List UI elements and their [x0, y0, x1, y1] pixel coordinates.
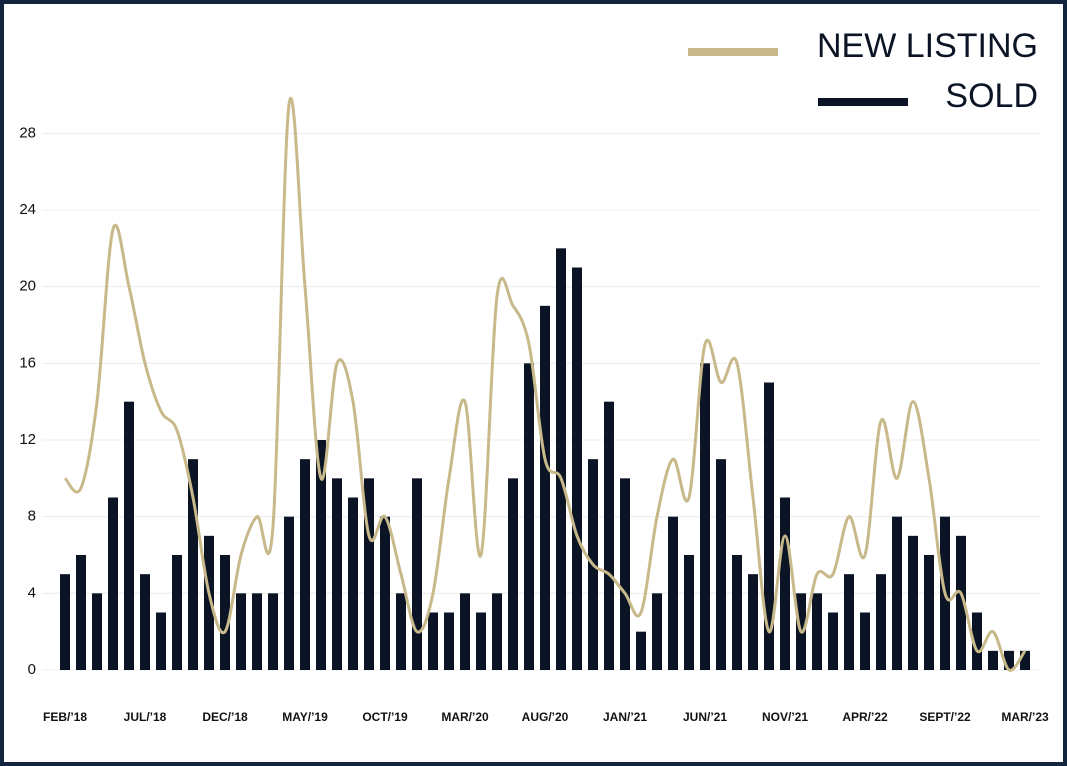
bar	[1004, 650, 1014, 670]
bar	[700, 363, 710, 670]
bar	[556, 248, 566, 671]
bar	[508, 478, 518, 670]
bar	[444, 612, 454, 670]
legend-label: NEW LISTING	[817, 27, 1038, 65]
bar	[380, 516, 390, 670]
bar	[828, 612, 838, 670]
y-tick-label: 8	[28, 508, 36, 525]
bar	[252, 593, 262, 670]
y-tick-label: 20	[19, 278, 36, 295]
x-tick-label: SEPT/’22	[919, 710, 971, 724]
bar	[172, 555, 182, 670]
bar	[732, 555, 742, 670]
bar	[876, 574, 886, 670]
bar	[364, 478, 374, 670]
bar	[140, 574, 150, 670]
bar	[236, 593, 246, 670]
bar	[76, 555, 86, 670]
bar	[956, 535, 966, 670]
bar	[812, 593, 822, 670]
bar	[524, 363, 534, 670]
y-tick-label: 12	[19, 431, 36, 448]
x-tick-label: MAY/’19	[282, 710, 328, 724]
x-tick-label: AUG/’20	[522, 710, 569, 724]
bar	[204, 535, 214, 670]
x-tick-label: APR/’22	[842, 710, 888, 724]
bar	[604, 401, 614, 670]
y-tick-label: 24	[19, 201, 36, 218]
x-tick-label: MAR/’20	[441, 710, 489, 724]
bar	[188, 459, 198, 670]
bar	[348, 497, 358, 670]
bar	[300, 459, 310, 670]
bar	[764, 382, 774, 670]
bar	[412, 478, 422, 670]
bar	[652, 593, 662, 670]
bar	[492, 593, 502, 670]
bar	[428, 612, 438, 670]
bar	[860, 612, 870, 670]
y-tick-label: 16	[19, 354, 36, 371]
bar	[316, 440, 326, 670]
bar	[748, 574, 758, 670]
x-tick-label: MAR/’23	[1001, 710, 1049, 724]
bar	[844, 574, 854, 670]
x-tick-label: FEB/’18	[43, 710, 87, 724]
bar	[92, 593, 102, 670]
bar	[780, 497, 790, 670]
bar	[156, 612, 166, 670]
line	[63, 96, 1027, 672]
bar	[972, 612, 982, 670]
legend-label: SOLD	[945, 77, 1038, 115]
bar	[1020, 650, 1030, 670]
x-tick-label: NOV/’21	[762, 710, 808, 724]
bar	[572, 267, 582, 670]
x-tick-label: JAN/’21	[603, 710, 647, 724]
y-tick-label: 28	[19, 124, 36, 141]
bar	[124, 401, 134, 670]
bar	[460, 593, 470, 670]
bar	[60, 574, 70, 670]
bar	[988, 650, 998, 670]
bar	[332, 478, 342, 670]
bar	[908, 535, 918, 670]
x-tick-label: JUN/’21	[683, 710, 727, 724]
bar	[636, 631, 646, 670]
bar	[476, 612, 486, 670]
bar	[540, 305, 550, 670]
bar	[108, 497, 118, 670]
x-tick-label: OCT/’19	[362, 710, 408, 724]
bar	[220, 555, 230, 670]
y-tick-label: 4	[28, 584, 36, 601]
x-tick-label: DEC/’18	[202, 710, 248, 724]
bar	[684, 555, 694, 670]
bar	[284, 516, 294, 670]
bar	[716, 459, 726, 670]
x-tick-label: JUL/’18	[124, 710, 167, 724]
bar	[892, 516, 902, 670]
bar	[668, 516, 678, 670]
y-tick-label: 0	[28, 661, 36, 678]
bar	[924, 555, 934, 670]
bar	[396, 593, 406, 670]
bar	[268, 593, 278, 670]
bar	[620, 478, 630, 670]
